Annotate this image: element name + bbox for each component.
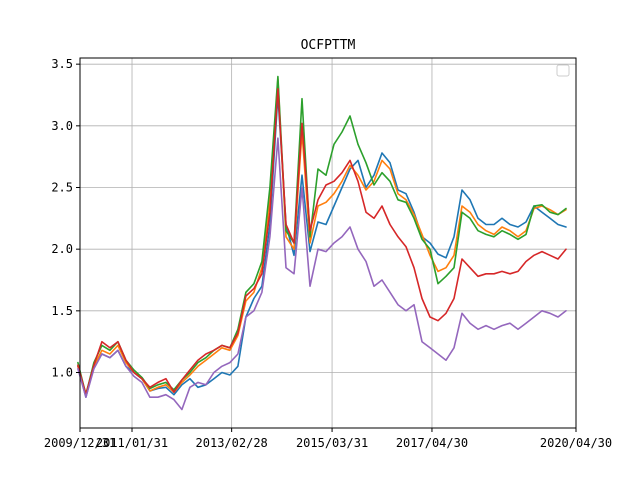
x-tick-label: 2017/04/30 (396, 436, 468, 450)
x-tick-label: 2020/04/30 (540, 436, 612, 450)
y-tick-label: 1.5 (51, 304, 73, 318)
y-tick-label: 3.0 (51, 119, 73, 133)
series-lines (77, 75, 567, 411)
series-line-1 (77, 94, 567, 399)
y-tick-label: 3.5 (51, 57, 73, 71)
x-tick-label: 2011/01/31 (96, 436, 168, 450)
chart-title: OCFPTTM (301, 38, 356, 53)
series-line-3 (77, 75, 567, 396)
series-line-4 (77, 88, 567, 396)
legend (556, 64, 570, 77)
x-tick-label: 2013/02/28 (196, 436, 268, 450)
y-axis: 1.0 1.5 2.0 2.5 3.0 3.5 (51, 57, 80, 380)
y-tick-label: 1.0 (51, 366, 73, 380)
x-tick-label: 2015/03/31 (296, 436, 368, 450)
grid (79, 58, 577, 428)
legend-box (556, 64, 570, 77)
x-tick-label: 2009/12/31 (44, 436, 116, 450)
y-tick-label: 2.5 (51, 181, 73, 195)
series-line-2 (77, 78, 567, 395)
series-line-5 (77, 137, 567, 411)
plot-frame (79, 57, 577, 429)
y-tick-label: 2.0 (51, 242, 73, 256)
